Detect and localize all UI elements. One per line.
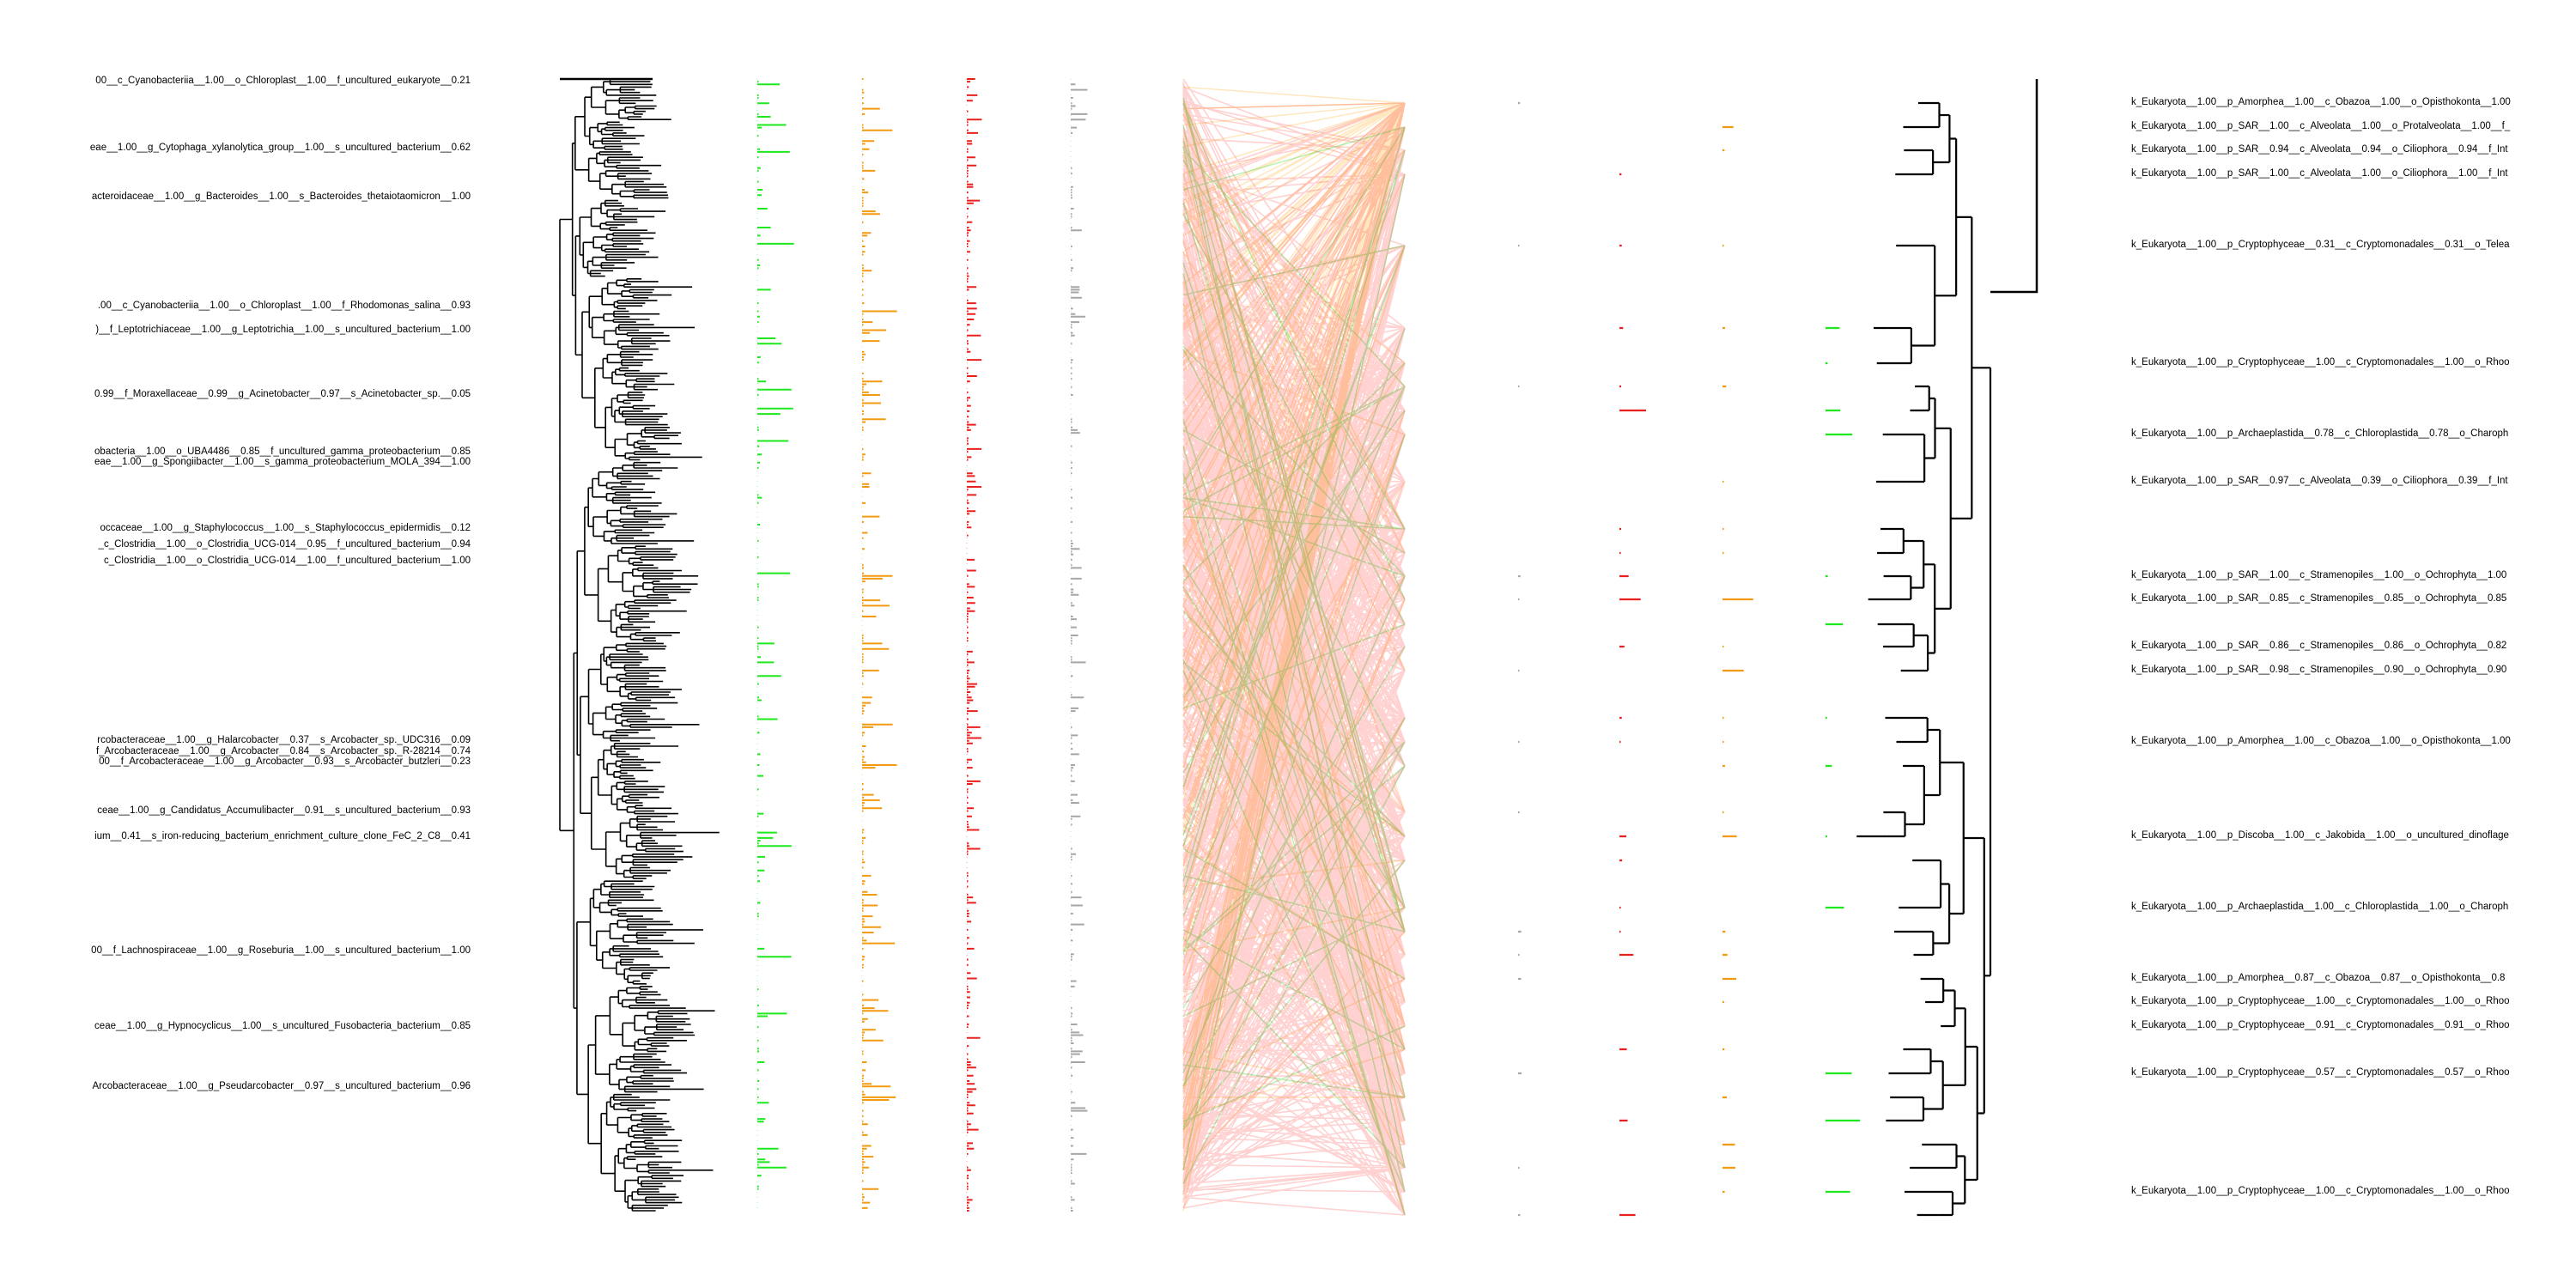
left-taxon-label: obacteria__1.00__o_UBA4486__0.85__f_uncu…	[94, 447, 471, 457]
right-taxon-label: k_Eukaryota__1.00__p_Amorphea__0.87__c_O…	[2131, 973, 2506, 983]
right-taxon-label: k_Eukaryota__1.00__p_Cryptophyceae__1.00…	[2131, 1186, 2510, 1196]
right-taxon-label: k_Eukaryota__1.00__p_SAR__0.98__c_Strame…	[2131, 665, 2507, 675]
left-taxon-label: )__f_Leptotrichiaceae__1.00__g_Leptotric…	[95, 325, 471, 335]
right-tree-branches	[1856, 101, 1992, 1217]
right-taxon-label: k_Eukaryota__1.00__p_SAR__0.97__c_Alveol…	[2131, 476, 2508, 486]
left-taxon-label: 00__f_Lachnospiraceae__1.00__g_Roseburia…	[91, 945, 471, 956]
right-taxon-label: k_Eukaryota__1.00__p_Archaeplastida__0.7…	[2131, 428, 2509, 439]
left-taxon-label: 00__f_Arcobacteraceae__1.00__g_Arcobacte…	[99, 756, 471, 767]
right-taxon-label: k_Eukaryota__1.00__p_Cryptophyceae__1.00…	[2131, 357, 2510, 368]
right-taxon-label: k_Eukaryota__1.00__p_Amorphea__1.00__c_O…	[2131, 736, 2511, 746]
right-taxon-label: k_Eukaryota__1.00__p_Cryptophyceae__0.31…	[2131, 240, 2510, 250]
gray-bars	[1071, 83, 1088, 1212]
right-orange-bars	[1722, 125, 1753, 1194]
right-tree-root	[1990, 79, 2038, 294]
left-taxon-label: occaceae__1.00__g_Staphylococcus__1.00__…	[100, 523, 471, 533]
right-taxon-label: k_Eukaryota__1.00__p_Amorphea__1.00__c_O…	[2131, 97, 2511, 107]
green-bars	[757, 81, 794, 1190]
tree-branches	[559, 78, 720, 1212]
left-taxon-label: ceae__1.00__g_Candidatus_Accumulibacter_…	[97, 805, 471, 816]
left-taxon-label: .00__c_Cyanobacteriia__1.00__o_Chloropla…	[97, 301, 471, 311]
left-taxon-label: acteroidaceae__1.00__g_Bacteroides__1.00…	[91, 191, 471, 202]
left-taxon-label: 00__c_Cyanobacteriia__1.00__o_Chloroplas…	[95, 76, 471, 86]
red-bars	[967, 78, 982, 1212]
right-taxon-label: k_Eukaryota__1.00__p_Cryptophyceae__0.57…	[2131, 1067, 2510, 1078]
right-taxon-label: k_Eukaryota__1.00__p_SAR__1.00__c_Alveol…	[2131, 168, 2508, 179]
right-taxon-label: k_Eukaryota__1.00__p_Archaeplastida__1.0…	[2131, 902, 2509, 912]
left-taxon-label: rcobacteraceae__1.00__g_Halarcobacter__0…	[97, 735, 471, 745]
red-links	[1182, 78, 1406, 1216]
left-taxon-label: f_Arcobacteraceae__1.00__g_Arcobacter__0…	[95, 746, 471, 756]
left-taxon-label: 0.99__f_Moraxellaceae__0.99__g_Acinetoba…	[94, 389, 471, 399]
left-taxon-label: c_Clostridia__1.00__o_Clostridia_UCG-014…	[103, 556, 471, 566]
right-taxon-label: k_Eukaryota__1.00__p_SAR__1.00__c_Strame…	[2131, 570, 2507, 580]
right-taxon-label: k_Eukaryota__1.00__p_SAR__0.94__c_Alveol…	[2131, 144, 2508, 155]
right-green-bars	[1826, 326, 1861, 1194]
left-taxon-label: ium__0.41__s_iron-reducing_bacterium_enr…	[94, 831, 471, 841]
right-taxon-label: k_Eukaryota__1.00__p_SAR__0.86__c_Strame…	[2131, 641, 2507, 651]
left-taxon-label: eae__1.00__g_Spongiibacter__1.00__s_gamm…	[94, 457, 471, 467]
left-taxon-label: ceae__1.00__g_Hypnocyclicus__1.00__s_unc…	[94, 1021, 471, 1031]
left-taxon-label: Arcobacteraceae__1.00__g_Pseudarcobacter…	[92, 1081, 471, 1091]
left-taxon-label: eae__1.00__g_Cytophaga_xylanolytica_grou…	[89, 143, 471, 153]
green-links	[1182, 97, 1406, 1216]
right-gray-bars	[1518, 101, 1522, 1217]
left-taxon-label: _c_Clostridia__1.00__o_Clostridia_UCG-01…	[98, 539, 471, 550]
orange-bars	[862, 78, 897, 1209]
orange-links	[1182, 86, 1406, 1216]
right-taxon-label: k_Eukaryota__1.00__p_Cryptophyceae__1.00…	[2131, 996, 2510, 1006]
right-taxon-label: k_Eukaryota__1.00__p_SAR__0.85__c_Strame…	[2131, 593, 2507, 604]
right-taxon-label: k_Eukaryota__1.00__p_Discoba__1.00__c_Ja…	[2131, 830, 2509, 841]
right-taxon-label: k_Eukaryota__1.00__p_SAR__1.00__c_Alveol…	[2131, 121, 2511, 131]
right-taxon-label: k_Eukaryota__1.00__p_Cryptophyceae__0.91…	[2131, 1020, 2510, 1030]
right-red-bars	[1619, 173, 1646, 1217]
